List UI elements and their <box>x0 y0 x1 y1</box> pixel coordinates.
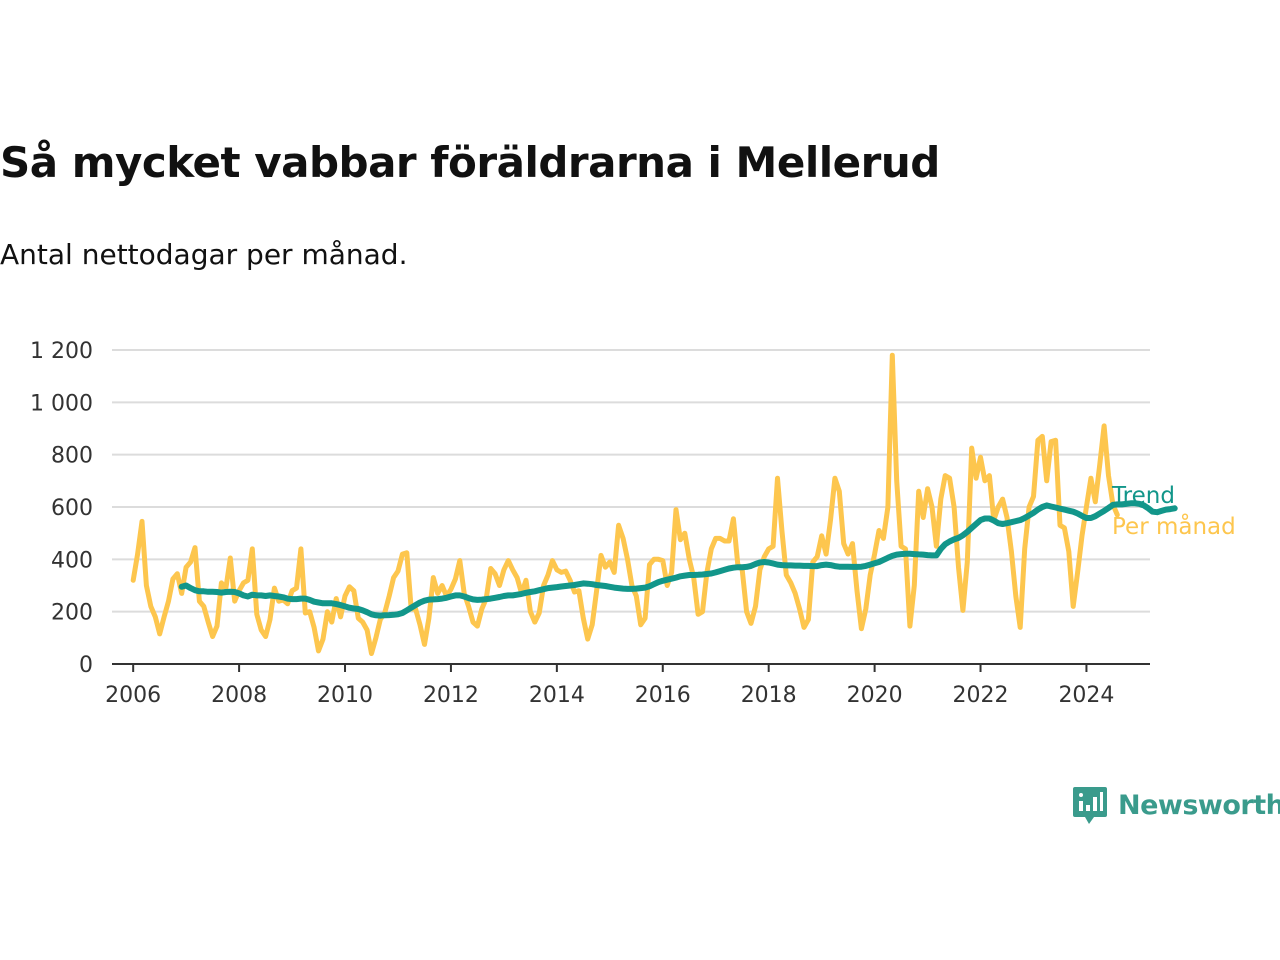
x-tick-label: 2020 <box>847 683 903 708</box>
series <box>130 352 1178 656</box>
y-tick-label: 0 <box>79 653 93 678</box>
brand-name: Newsworthy <box>1118 789 1280 821</box>
x-tick-label: 2008 <box>211 683 267 708</box>
legend-monthly-label: Per månad <box>1112 512 1236 540</box>
x-tick-label: 2014 <box>529 683 585 708</box>
axes: 0 200 400 600 800 1 000 1 200 2006 2008 2010 2012 2… <box>30 339 1150 708</box>
newsworthy-logo-icon <box>1073 787 1107 824</box>
trend-line <box>178 500 1178 619</box>
legend: Per månad Trend <box>1111 483 1236 540</box>
y-tick-label: 1 200 <box>30 339 93 364</box>
brand-logo: Newsworthy <box>1072 785 1280 825</box>
x-tick-label: 2024 <box>1058 683 1114 708</box>
y-tick-label: 1 000 <box>30 391 93 416</box>
x-tick-label: 2006 <box>105 683 161 708</box>
monthly-line <box>130 352 1120 656</box>
chart-title: Så mycket vabbar föräldrarna i Mellerud <box>0 138 940 187</box>
x-tick-label: 2022 <box>953 683 1009 708</box>
legend-trend-label: Trend <box>1111 483 1175 509</box>
x-tick-label: 2010 <box>317 683 373 708</box>
chart-subtitle: Antal nettodagar per månad. <box>0 238 408 271</box>
y-tick-label: 400 <box>51 548 93 573</box>
y-tick-label: 800 <box>51 444 93 469</box>
x-tick-label: 2018 <box>741 683 797 708</box>
y-tick-label: 200 <box>51 601 93 626</box>
y-tick-label: 600 <box>51 496 93 521</box>
gridlines <box>112 349 1150 613</box>
x-tick-label: 2012 <box>423 683 479 708</box>
x-tick-label: 2016 <box>635 683 691 708</box>
